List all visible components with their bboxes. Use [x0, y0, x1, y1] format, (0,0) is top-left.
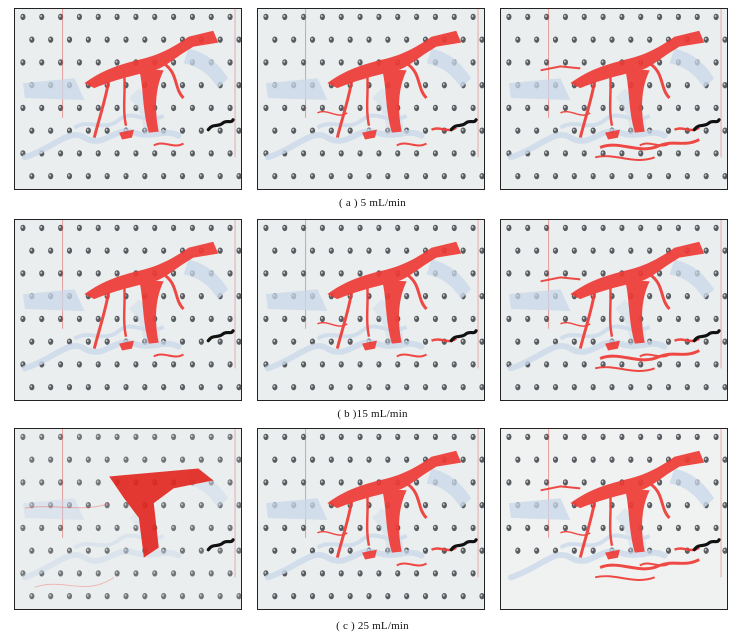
- injection-needle: [449, 118, 478, 132]
- hole-grid: [20, 433, 241, 600]
- injection-needle: [206, 538, 235, 552]
- fracture-photo-a3: [501, 9, 727, 189]
- injection-needle: [692, 538, 721, 552]
- injection-needle: [692, 329, 721, 343]
- caption-b: ( b )15 mL/min: [337, 408, 408, 420]
- fracture-photo-c1: [15, 429, 241, 609]
- gel-network: [507, 468, 715, 581]
- injection-needle: [449, 329, 478, 343]
- panel-c-1: [14, 428, 242, 610]
- dye-fracture: [84, 241, 219, 358]
- dye-fracture: [540, 450, 705, 581]
- dye-fracture: [540, 241, 705, 372]
- fracture-photo-a1: [15, 9, 241, 189]
- panel-c-2: [257, 428, 485, 610]
- gel-network: [507, 259, 715, 372]
- fracture-photo-b2: [258, 220, 484, 400]
- dye-fracture: [84, 30, 219, 147]
- panel-c-3: [500, 428, 728, 610]
- fracture-photo-c2: [258, 429, 484, 609]
- panel-b-3: [500, 219, 728, 401]
- panel-a-3: [500, 8, 728, 190]
- caption-c: ( c ) 25 mL/min: [336, 620, 409, 632]
- dye-fracture: [317, 450, 462, 567]
- fracture-photo-a2: [258, 9, 484, 189]
- injection-needle: [206, 118, 235, 132]
- injection-needle: [449, 538, 478, 552]
- injection-needle: [692, 118, 721, 132]
- dye-fracture: [540, 30, 705, 161]
- panel-a-1: [14, 8, 242, 190]
- panel-b-2: [257, 219, 485, 401]
- dye-fracture: [24, 468, 214, 588]
- fracture-photo-b3: [501, 220, 727, 400]
- fracture-photo-b1: [15, 220, 241, 400]
- injection-needle: [206, 329, 235, 343]
- fracture-photo-c3: [501, 429, 727, 609]
- panel-b-1: [14, 219, 242, 401]
- caption-a: ( a ) 5 mL/min: [339, 197, 406, 209]
- panel-a-2: [257, 8, 485, 190]
- dye-fracture: [317, 30, 462, 147]
